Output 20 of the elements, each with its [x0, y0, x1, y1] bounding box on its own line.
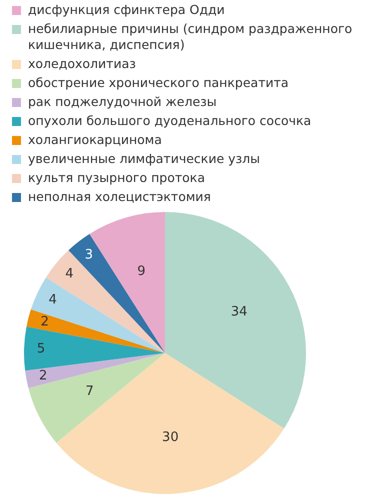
data-label: 30: [162, 430, 179, 445]
data-label: 4: [48, 292, 57, 308]
data-label: 5: [36, 341, 46, 356]
legend-label: обострение хронического панкреатита: [28, 75, 289, 91]
data-label: 3: [84, 247, 94, 262]
data-label: 2: [38, 368, 48, 384]
data-label: 2: [40, 314, 49, 330]
data-label: 9: [137, 264, 146, 280]
legend-label: небилиарные причины (синдром раздраженного кишечника, диспепсия): [28, 21, 354, 53]
data-label: 4: [65, 266, 74, 282]
data-label: 34: [230, 304, 248, 320]
data-label: 7: [85, 384, 94, 399]
legend-label: рак поджелудочной железы: [28, 94, 217, 110]
legend-label: холангиокарцинома: [28, 132, 162, 148]
legend-label: холедохолитиаз: [28, 56, 136, 72]
legend-label: опухоли большого дуоденального сосочка: [28, 113, 312, 129]
legend-label: дисфункция сфинктера Одди: [28, 2, 225, 18]
legend-label: культя пузырного протока: [28, 170, 206, 186]
legend-label: неполная холецистэктомия: [28, 189, 211, 205]
legend-label: увеличенные лимфатические узлы: [28, 151, 260, 167]
